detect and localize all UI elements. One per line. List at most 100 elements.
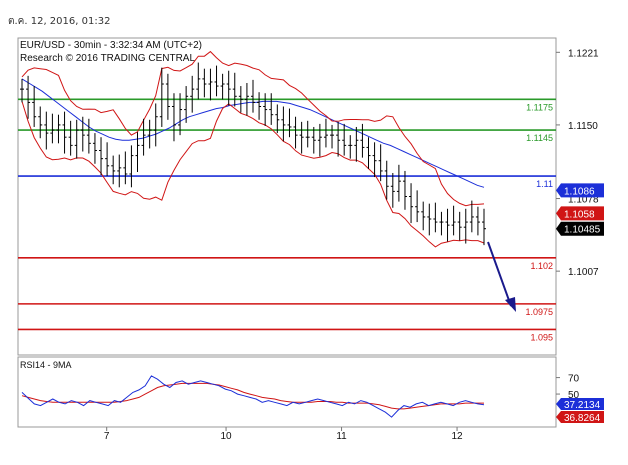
price-bar	[99, 137, 104, 176]
price-bar	[153, 103, 158, 147]
price-bar	[171, 93, 176, 142]
price-bar	[208, 68, 213, 101]
price-bar	[445, 208, 450, 242]
price-bar	[402, 170, 407, 210]
price-bar	[409, 183, 414, 224]
level-label-0: 1.1175	[526, 102, 553, 112]
level-label-2: 1.11	[536, 179, 553, 189]
svg-text:1.10485: 1.10485	[564, 225, 601, 236]
svg-text:1.1058: 1.1058	[564, 209, 595, 220]
price-bar	[38, 106, 43, 139]
price-panel-frame	[17, 37, 557, 356]
price-tag-0: 1.1086	[556, 183, 604, 198]
price-bar	[190, 75, 195, 113]
price-bar	[317, 123, 322, 157]
price-bar	[184, 86, 189, 123]
rsi-tag-0: 37.2134	[556, 398, 604, 411]
level-label-5: 1.095	[530, 332, 553, 342]
level-label-3: 1.102	[530, 261, 553, 271]
ytick-label: 1.1221	[568, 48, 599, 59]
ytick-label: 1.1150	[568, 121, 598, 132]
price-bar	[232, 72, 237, 107]
rsi-label: RSI14 - 9MA	[20, 360, 72, 370]
rsi-tag-1: 36.8264	[556, 411, 604, 424]
rsi-line	[21, 375, 485, 418]
price-bar	[123, 151, 128, 185]
price-bar	[165, 73, 170, 120]
price-bar	[396, 164, 401, 202]
xtick-label: 7	[104, 431, 110, 442]
price-bar	[263, 93, 268, 126]
price-bar	[178, 93, 183, 136]
rsi-tick-label: 50	[568, 390, 580, 401]
price-bar	[433, 202, 438, 233]
level-label-4: 1.0975	[525, 307, 553, 317]
price-bar	[421, 201, 426, 231]
price-bar	[348, 135, 353, 159]
price-bar	[80, 116, 85, 152]
price-bar	[244, 82, 249, 116]
price-bar	[226, 70, 231, 106]
instrument-header: EUR/USD - 30min - 3:32:34 AM (UTC+2)	[20, 40, 202, 51]
credit-line: Research © 2016 TRADING CENTRAL	[20, 53, 195, 64]
price-bar	[378, 144, 383, 182]
price-bar	[330, 124, 335, 149]
price-bar	[26, 75, 31, 119]
price-bar	[390, 172, 395, 208]
price-bar	[475, 206, 480, 236]
support-resistance-levels: 1.1175 1.1145 1.11 1.102 1.0975 1.095	[18, 98, 556, 342]
band-lower	[21, 101, 485, 248]
price-bar	[220, 73, 225, 100]
svg-text:36.8264: 36.8264	[564, 413, 601, 424]
price-bar	[86, 118, 91, 154]
price-bar	[129, 145, 134, 188]
price-bar	[354, 126, 359, 162]
price-tag-2: 1.10485	[556, 221, 604, 236]
price-tags: 1.1086 1.1058 1.10485	[556, 183, 604, 236]
rsi-tick-label: 70	[568, 374, 580, 385]
price-bar	[384, 160, 389, 200]
price-bar	[92, 133, 97, 164]
time-axis-ticks: 7 10 11 12	[104, 427, 463, 442]
price-bar	[323, 118, 328, 148]
svg-text:1.1086: 1.1086	[564, 186, 595, 197]
price-bar	[56, 114, 61, 144]
ytick-label: 1.1007	[568, 267, 599, 278]
price-bar	[469, 200, 474, 233]
price-bar	[451, 205, 456, 236]
level-label-1: 1.1145	[526, 133, 553, 143]
price-bar	[202, 68, 207, 98]
price-bar	[159, 67, 164, 127]
price-bar	[439, 211, 444, 236]
price-bar	[214, 65, 219, 97]
price-bar	[281, 106, 286, 142]
price-bar	[287, 108, 292, 138]
xtick-label: 11	[336, 431, 347, 442]
price-bar	[238, 86, 243, 113]
price-bar	[74, 119, 79, 159]
price-bar	[20, 78, 24, 103]
price-bar	[336, 121, 341, 157]
price-bar	[196, 62, 201, 100]
price-bar	[372, 142, 377, 178]
price-bar	[269, 93, 274, 125]
xtick-label: 12	[451, 431, 463, 442]
price-bar	[68, 120, 73, 156]
price-bar	[311, 126, 316, 154]
price-bar	[251, 79, 255, 113]
price-bar	[457, 211, 462, 241]
price-bar	[463, 208, 468, 244]
price-bar	[415, 190, 420, 223]
price-tag-1: 1.1058	[556, 206, 604, 221]
price-bar	[111, 155, 116, 185]
forecast-arrow	[487, 241, 516, 312]
price-bar	[44, 111, 49, 150]
ytick-label: 1.1078	[568, 195, 599, 206]
price-bar	[427, 203, 432, 236]
price-bar	[62, 111, 67, 154]
svg-text:37.2134: 37.2134	[564, 400, 601, 411]
price-axis-ticks: 1.1221 1.1150 1.1078 1.1007	[556, 48, 599, 278]
price-bar	[141, 118, 146, 156]
price-bar	[257, 92, 262, 120]
